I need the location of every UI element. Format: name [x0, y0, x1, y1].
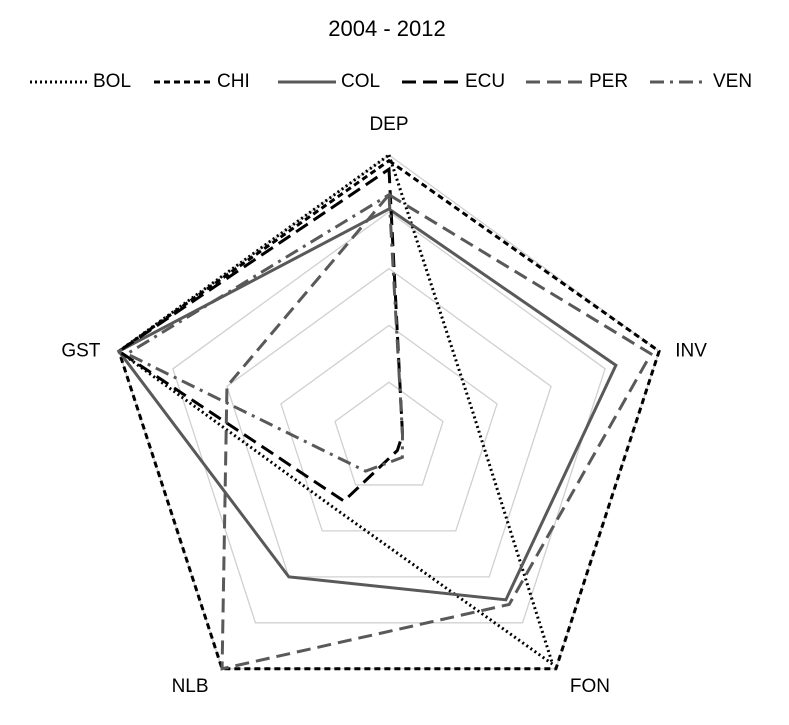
axis-label: NLB — [172, 676, 209, 697]
legend-label: COL — [341, 71, 380, 92]
legend-label: VEN — [713, 71, 752, 92]
axis-label: GST — [61, 340, 100, 361]
series-line — [116, 166, 405, 503]
chart-title: 2004 - 2012 — [328, 16, 445, 41]
grid-ring — [280, 324, 498, 532]
grid-ring — [334, 381, 444, 486]
legend-label: CHI — [217, 71, 250, 92]
axis-label: FON — [570, 676, 610, 697]
grid-ring — [226, 267, 552, 578]
legend-label: PER — [589, 71, 628, 92]
series-line — [123, 192, 405, 473]
grid-ring — [172, 210, 606, 624]
series-line — [116, 207, 618, 602]
series-line — [116, 152, 556, 669]
legend-label: BOL — [93, 71, 131, 92]
series-line — [117, 158, 661, 671]
legend-label: ECU — [465, 71, 505, 92]
axis-label: DEP — [369, 114, 408, 135]
axis-label: INV — [675, 340, 707, 361]
grid-ring — [118, 154, 660, 670]
series-line — [220, 192, 654, 671]
